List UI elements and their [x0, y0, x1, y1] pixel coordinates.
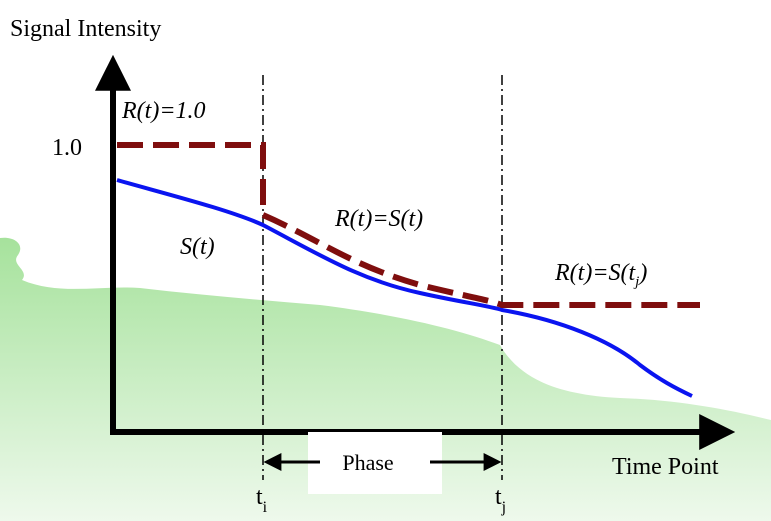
phase-label: Phase — [342, 450, 393, 475]
marker-subscript: i — [263, 499, 268, 516]
reference-after-text: R(t)=S(t — [554, 260, 637, 286]
marker-label-j: tj — [495, 484, 506, 516]
x-axis-label: Time Point — [612, 454, 719, 480]
signal-curve — [116, 178, 693, 398]
background-hill — [0, 237, 771, 521]
marker-subscript: j — [501, 499, 506, 516]
y-tick-label: 1.0 — [52, 135, 82, 161]
y-axis-label: Signal Intensity — [10, 16, 161, 42]
reference-during-label: R(t)=S(t) — [334, 206, 423, 232]
reference-after-subscript: j — [633, 274, 639, 290]
reference-after-label: R(t)=S(tj) — [554, 260, 647, 290]
phase-box — [308, 432, 442, 494]
marker-text: t — [495, 484, 502, 510]
marker-label-i: ti — [256, 484, 268, 516]
reference-curve — [117, 142, 700, 308]
reference-after-close: ) — [637, 260, 647, 286]
marker-text: t — [256, 484, 263, 510]
reference-before-label: R(t)=1.0 — [121, 98, 206, 124]
signal-label: S(t) — [180, 234, 215, 260]
